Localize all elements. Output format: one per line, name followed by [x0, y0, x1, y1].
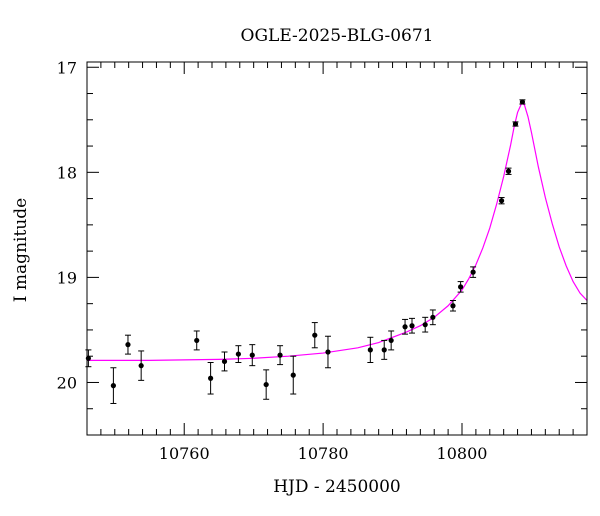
data-point — [193, 330, 200, 351]
data-point — [138, 350, 145, 381]
data-marker — [312, 332, 318, 338]
data-point — [110, 367, 117, 404]
data-marker — [208, 375, 214, 381]
data-marker — [409, 323, 415, 329]
data-point — [324, 335, 331, 369]
model-curve — [87, 102, 587, 361]
data-point — [367, 336, 374, 364]
data-point — [290, 355, 297, 395]
data-point — [505, 167, 512, 175]
data-marker — [402, 324, 408, 330]
chart-title: OGLE-2025-BLG-0671 — [241, 26, 434, 46]
y-tick-label: 20 — [57, 373, 77, 392]
data-point — [263, 369, 270, 400]
data-marker — [381, 347, 387, 353]
data-marker — [470, 269, 476, 275]
data-marker — [325, 349, 331, 355]
data-point — [381, 339, 388, 360]
plot-frame — [86, 61, 588, 436]
data-marker — [125, 342, 131, 348]
data-marker — [450, 303, 456, 309]
data-point — [512, 121, 519, 127]
data-marker — [388, 337, 394, 344]
y-tick-label: 19 — [57, 268, 77, 287]
data-point — [519, 99, 526, 105]
data-point — [277, 345, 284, 366]
data-marker — [367, 347, 373, 353]
data-marker — [458, 284, 464, 290]
data-marker — [290, 372, 296, 378]
y-tick-label: 18 — [57, 163, 77, 182]
x-axis-label: HJD - 2450000 — [273, 477, 401, 497]
data-point — [388, 330, 395, 351]
axes-layer: 10760 10780 10800 17 18 19 20 — [57, 58, 588, 463]
x-tick-label: 10760 — [159, 444, 210, 463]
model-curve-layer — [87, 102, 587, 361]
data-point — [449, 300, 456, 312]
data-point — [311, 322, 318, 349]
data-marker — [422, 322, 428, 328]
data-marker — [512, 121, 519, 127]
data-point — [207, 362, 214, 395]
data-marker — [263, 381, 269, 388]
data-points-layer — [85, 99, 526, 404]
data-point — [457, 281, 464, 293]
data-marker — [249, 352, 255, 358]
data-marker — [194, 337, 200, 344]
data-marker — [505, 168, 512, 174]
data-point — [409, 317, 415, 334]
data-marker — [138, 363, 144, 369]
x-tick-label: 10800 — [437, 444, 488, 463]
y-tick-label: 17 — [57, 58, 77, 77]
data-marker — [519, 99, 526, 105]
data-marker — [277, 352, 283, 358]
data-marker — [235, 351, 241, 357]
data-point — [249, 344, 256, 367]
data-marker — [498, 198, 505, 204]
x-tick-label: 10780 — [298, 444, 349, 463]
data-point — [235, 345, 242, 364]
data-marker — [221, 358, 228, 365]
data-point — [124, 334, 131, 355]
data-point — [470, 266, 477, 278]
data-point — [429, 309, 436, 326]
data-point — [498, 197, 505, 205]
data-marker — [430, 314, 436, 320]
data-point — [422, 316, 429, 333]
data-point — [402, 318, 409, 335]
data-point — [221, 351, 228, 372]
y-axis-label: I magnitude — [11, 198, 31, 302]
data-marker — [110, 383, 116, 389]
data-point — [85, 349, 92, 368]
